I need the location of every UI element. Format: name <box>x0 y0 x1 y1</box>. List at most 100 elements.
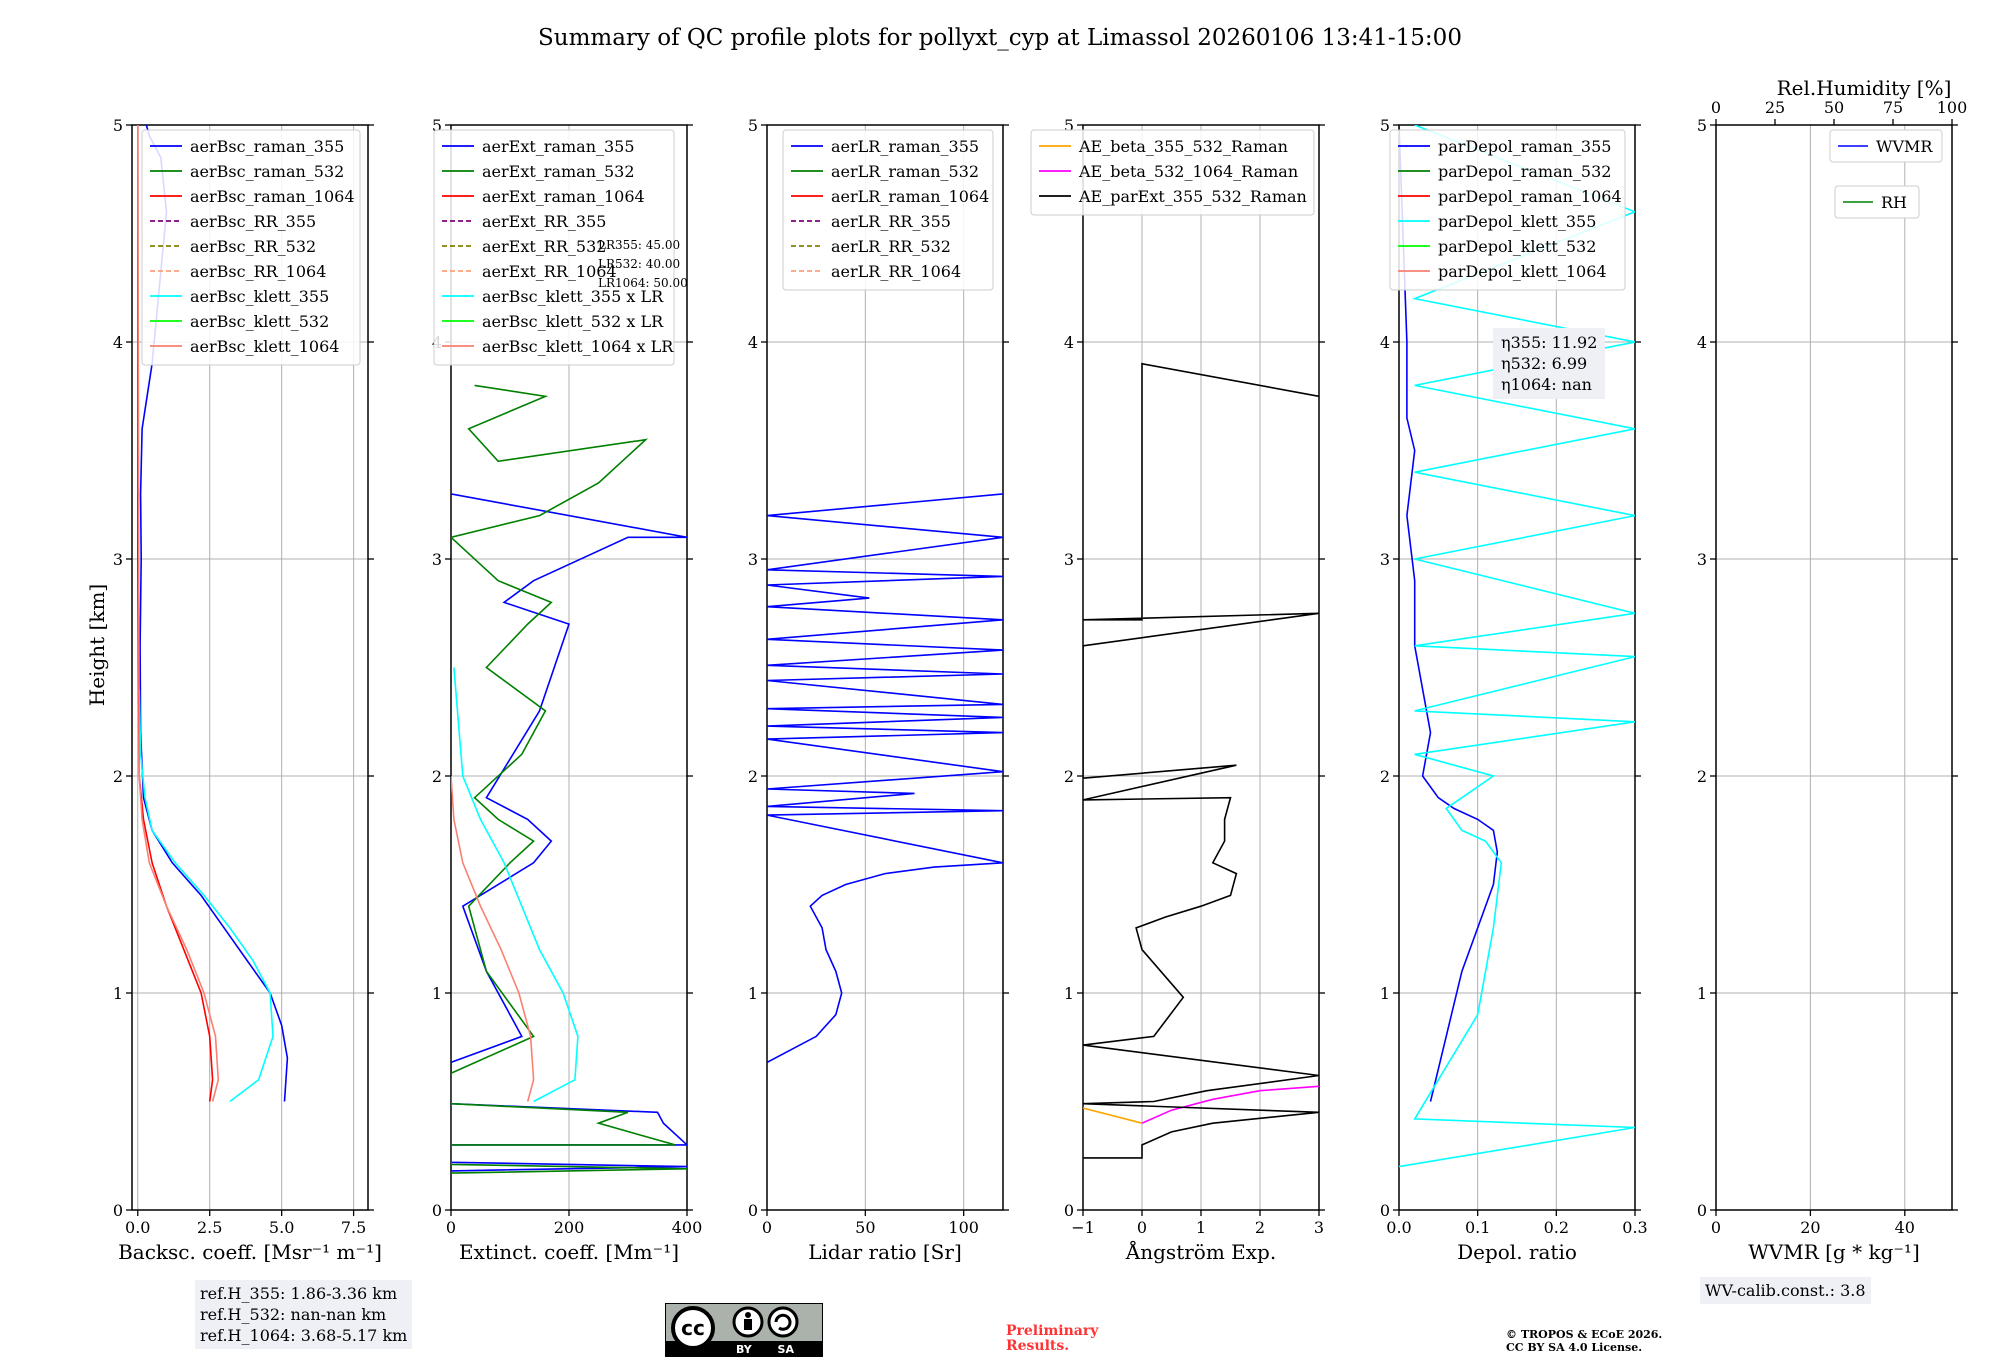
y-tick-label: 5 <box>1380 116 1390 135</box>
legend-frame <box>433 129 675 366</box>
axes-backscatter: 0.0 2.5 5.0 7.5 0 1 2 3 4 5 Backsc. coeff. [Msr⁻¹ … <box>113 116 382 1264</box>
series-group <box>1399 125 1635 1168</box>
y-tick-label: 3 <box>1064 550 1074 569</box>
x-tick-label: 0.2 <box>1544 1218 1569 1237</box>
legend-label: aerBsc_raman_355 <box>190 137 344 156</box>
y-tick-label: 4 <box>1064 333 1074 352</box>
legend-frame <box>1829 129 1943 163</box>
x-axis-label: Extinct. coeff. [Mm⁻¹] <box>459 1240 679 1264</box>
wv-calib-text: WV-calib.const.: 3.8 <box>1705 1281 1866 1300</box>
eta-box: η355: 11.92 η532: 6.99 η1064: nan <box>1493 328 1606 399</box>
y-tick-label: 5 <box>432 116 442 135</box>
legend-label: aerBsc_RR_355 <box>190 212 316 231</box>
refh-1064: ref.H_1064: 3.68-5.17 km <box>200 1326 408 1345</box>
lr-note: LR355: 45.00 LR532: 40.00 LR1064: 50.00 <box>598 238 688 290</box>
x2-tick-label: 75 <box>1883 98 1903 117</box>
x2-tick-label: 0 <box>1711 98 1721 117</box>
refh-355: ref.H_355: 1.86-3.36 km <box>200 1284 398 1303</box>
y-tick-label: 1 <box>748 984 758 1003</box>
series-line-aerExt_raman_355 <box>451 493 687 1172</box>
y-tick-label: 2 <box>1697 767 1707 786</box>
legend-label: aerLR_RR_532 <box>831 237 951 256</box>
panel-lidar_ratio: 0 50 100 0 1 2 3 4 5 Lidar ratio [Sr] aerLR_raman_… <box>748 116 1009 1264</box>
x-tick-label: 200 <box>554 1218 585 1237</box>
x-tick-label: 0.0 <box>1386 1218 1411 1237</box>
legend-label: aerBsc_klett_1064 x LR <box>482 337 674 356</box>
preliminary-note: Preliminary Results. <box>1006 1324 1098 1354</box>
legend-label: aerBsc_raman_1064 <box>190 187 355 206</box>
y-tick-label: 3 <box>1697 550 1707 569</box>
x-tick-label: 0 <box>762 1218 772 1237</box>
figure-title: Summary of QC profile plots for pollyxt_… <box>538 25 1462 51</box>
legend-label: aerExt_raman_532 <box>482 162 635 181</box>
lr-note-line: LR532: 40.00 <box>598 257 680 271</box>
legend-rh: RH <box>1834 185 1920 219</box>
lr-note-line: LR1064: 50.00 <box>598 276 688 290</box>
axes-frame <box>131 124 369 1211</box>
x-tick-label: 1 <box>1196 1218 1206 1237</box>
legend-label: aerLR_RR_355 <box>831 212 951 231</box>
cc-license-badge: cc BY SA <box>665 1303 823 1357</box>
x-tick-label: 7.5 <box>341 1218 366 1237</box>
legend-label: aerLR_raman_532 <box>831 162 979 181</box>
x-axis-label: Lidar ratio [Sr] <box>808 1240 962 1264</box>
legend-label: aerBsc_klett_532 x LR <box>482 312 664 331</box>
panel-extinction: 0200400012345Extinct. coeff. [Mm⁻¹]aerEx… <box>432 116 702 1264</box>
x-tick-label: 2 <box>1255 1218 1265 1237</box>
x-tick-label: 0 <box>446 1218 456 1237</box>
x-axis-label: Depol. ratio <box>1457 1240 1577 1264</box>
axes-extinction: 0200400012345Extinct. coeff. [Mm⁻¹] <box>432 116 702 1264</box>
y-tick-label: 1 <box>1697 984 1707 1003</box>
legend-label: aerBsc_RR_1064 <box>190 262 326 281</box>
legend-extinction: aerExt_raman_355 aerExt_raman_532 aerExt_r… <box>433 129 675 366</box>
axes-frame <box>1398 124 1636 1211</box>
legend-frame <box>141 129 361 366</box>
legend-angstrom: AE_beta_355_532_Raman AE_beta_532_1064_Ra… <box>1030 129 1315 216</box>
y-tick-label: 3 <box>113 550 123 569</box>
x-tick-label: 3 <box>1314 1218 1324 1237</box>
x-tick-label: 400 <box>672 1218 703 1237</box>
x-tick-label: 2.5 <box>197 1218 222 1237</box>
y-tick-label: 4 <box>113 333 123 352</box>
preliminary-line1: Preliminary <box>1006 1323 1099 1339</box>
series-line-aerBsc_klett_1064 <box>137 125 220 1102</box>
eta-532: η532: 6.99 <box>1501 354 1588 373</box>
axes-depol: 0.0 0.1 0.2 0.3 0 1 2 3 4 5 Depol. ratio <box>1380 116 1648 1264</box>
wv-calib-box: WV-calib.const.: 3.8 <box>1700 1277 1871 1304</box>
legend-label: aerBsc_klett_355 x LR <box>482 287 664 306</box>
legend-label: aerExt_raman_1064 <box>482 187 645 206</box>
legend-backscatter: aerBsc_raman_355 aerBsc_raman_532 aerBsc_r… <box>141 129 361 366</box>
cc-text: cc <box>681 1316 705 1340</box>
series-line-parDepol_raman_355 <box>1399 125 1499 1102</box>
refh-532: ref.H_532: nan-nan km <box>200 1305 387 1324</box>
x-tick-label: 20 <box>1800 1218 1820 1237</box>
legend-label: aerExt_RR_1064 <box>482 262 617 281</box>
x-axis-label: WVMR [g * kg⁻¹] <box>1748 1240 1920 1264</box>
series-line-parDepol_klett_355 <box>1399 125 1635 1168</box>
x-axis-label: Ångström Exp. <box>1125 1239 1276 1264</box>
y-tick-label: 5 <box>748 116 758 135</box>
copyright-note: © TROPOS & ECoE 2026. CC BY SA 4.0 Licen… <box>1506 1328 1662 1354</box>
eta-355: η355: 11.92 <box>1501 333 1598 352</box>
series-group <box>451 384 687 1174</box>
legend-frame <box>1389 129 1626 291</box>
panel-depol: 0.0 0.1 0.2 0.3 0 1 2 3 4 5 Depol. ratio parDepol_r… <box>1380 116 1648 1264</box>
y-tick-label: 5 <box>1064 116 1074 135</box>
panel-water_vapor: 0 20 40 0 1 2 3 4 5 WVMR [g * kg⁻¹] 0 25 50 75 100Rel.… <box>1697 76 1967 1264</box>
copyright-line2: CC BY SA 4.0 License. <box>1506 1341 1643 1354</box>
y-tick-label: 1 <box>113 984 123 1003</box>
legend-label: aerExt_RR_532 <box>482 237 606 256</box>
legend-frame <box>782 129 994 291</box>
x-tick-label: 0 <box>1137 1218 1147 1237</box>
legend-label: parDepol_klett_532 <box>1438 237 1596 256</box>
x-tick-label: 0.0 <box>125 1218 150 1237</box>
series-group <box>1083 362 1319 1159</box>
y-tick-label: 4 <box>1697 333 1707 352</box>
y-tick-label: 0 <box>113 1201 123 1220</box>
x-tick-label: 40 <box>1895 1218 1915 1237</box>
series-line-aerBsc_klett_355 x LR <box>453 667 579 1103</box>
legend-label: parDepol_raman_1064 <box>1438 187 1622 206</box>
